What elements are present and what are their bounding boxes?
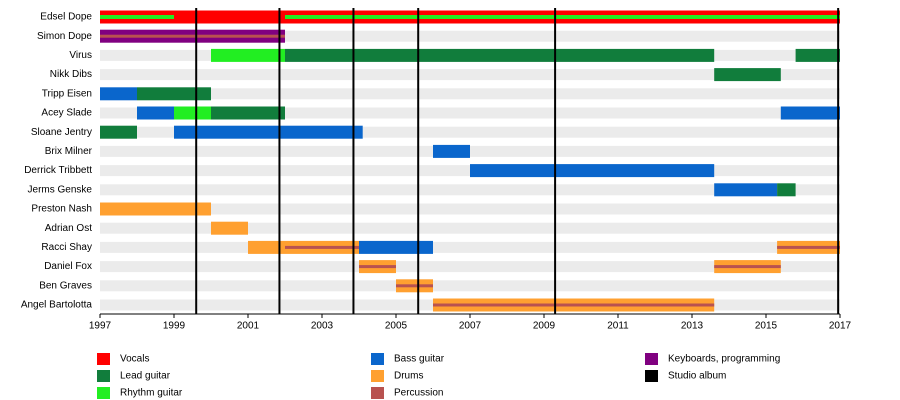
legend-swatch: [371, 353, 384, 365]
bar: [777, 245, 840, 249]
row-band: [100, 69, 840, 81]
bar: [211, 221, 248, 235]
legend-label: Vocals: [120, 354, 149, 365]
legend-label: Drums: [394, 371, 423, 382]
x-tick-label: 2013: [681, 321, 704, 332]
row-label: Brix Milner: [45, 146, 93, 157]
bar: [359, 265, 396, 269]
x-tick-label: 2017: [829, 321, 852, 332]
bar: [174, 125, 363, 139]
row-label: Jerms Genske: [28, 184, 93, 195]
x-tick-label: 1999: [163, 321, 186, 332]
legend-swatch: [97, 387, 110, 399]
bar: [100, 125, 137, 139]
bar: [100, 202, 211, 216]
bar: [100, 15, 174, 19]
row-band: [100, 261, 840, 273]
x-tick-label: 2007: [459, 321, 482, 332]
bar: [211, 106, 285, 120]
row-band: [100, 30, 840, 42]
x-tick-label: 2009: [533, 321, 556, 332]
x-tick-label: 2011: [607, 321, 629, 332]
row-label: Simon Dope: [37, 31, 92, 42]
x-tick-label: 2015: [755, 321, 778, 332]
x-tick-label: 2001: [237, 321, 260, 332]
bar: [777, 183, 796, 197]
row-label: Adrian Ost: [45, 223, 92, 234]
bar: [137, 87, 211, 101]
legend-label: Lead guitar: [120, 371, 171, 382]
row-band: [100, 241, 840, 253]
row-label: Ben Graves: [39, 280, 92, 291]
legend-swatch: [97, 370, 110, 382]
bar: [714, 265, 781, 269]
bar: [285, 245, 359, 249]
bar: [795, 48, 840, 62]
row-label: Virus: [69, 50, 92, 61]
legend-swatch: [97, 353, 110, 365]
bar: [780, 106, 840, 120]
legend-swatch: [645, 370, 658, 382]
bar: [285, 15, 840, 19]
row-label: Racci Shay: [41, 242, 92, 253]
legend-label: Rhythm guitar: [120, 388, 183, 399]
row-label: Nikk Dibs: [50, 69, 92, 80]
legend-swatch: [371, 370, 384, 382]
row-label: Tripp Eisen: [42, 88, 92, 99]
bar: [100, 34, 285, 38]
row-band: [100, 203, 840, 215]
bar: [359, 240, 433, 254]
bar: [100, 87, 137, 101]
legend-label: Studio album: [668, 371, 726, 382]
row-band: [100, 222, 840, 234]
row-label: Daniel Fox: [44, 261, 92, 272]
bar: [714, 68, 781, 82]
legend-label: Percussion: [394, 388, 443, 399]
legend-label: Bass guitar: [394, 354, 445, 365]
bar: [211, 48, 285, 62]
bar: [174, 106, 211, 120]
bar: [137, 106, 174, 120]
x-tick-label: 1997: [89, 321, 112, 332]
bar: [285, 48, 715, 62]
legend-label: Keyboards, programming: [668, 354, 780, 365]
bar: [470, 164, 715, 178]
x-tick-label: 2005: [385, 321, 408, 332]
row-band: [100, 107, 840, 119]
bar: [433, 144, 470, 158]
row-band: [100, 280, 840, 292]
row-label: Derrick Tribbett: [24, 165, 92, 176]
row-band: [100, 184, 840, 196]
row-label: Preston Nash: [31, 204, 92, 215]
bar: [396, 284, 433, 288]
bar: [714, 183, 778, 197]
row-label: Acey Slade: [41, 108, 92, 119]
legend-swatch: [645, 353, 658, 365]
row-label: Sloane Jentry: [31, 127, 92, 138]
bar: [433, 303, 715, 307]
x-tick-label: 2003: [311, 321, 334, 332]
row-label: Edsel Dope: [40, 12, 92, 23]
row-label: Angel Bartolotta: [21, 300, 93, 311]
legend-swatch: [371, 387, 384, 399]
row-band: [100, 126, 840, 138]
row-band: [100, 88, 840, 100]
